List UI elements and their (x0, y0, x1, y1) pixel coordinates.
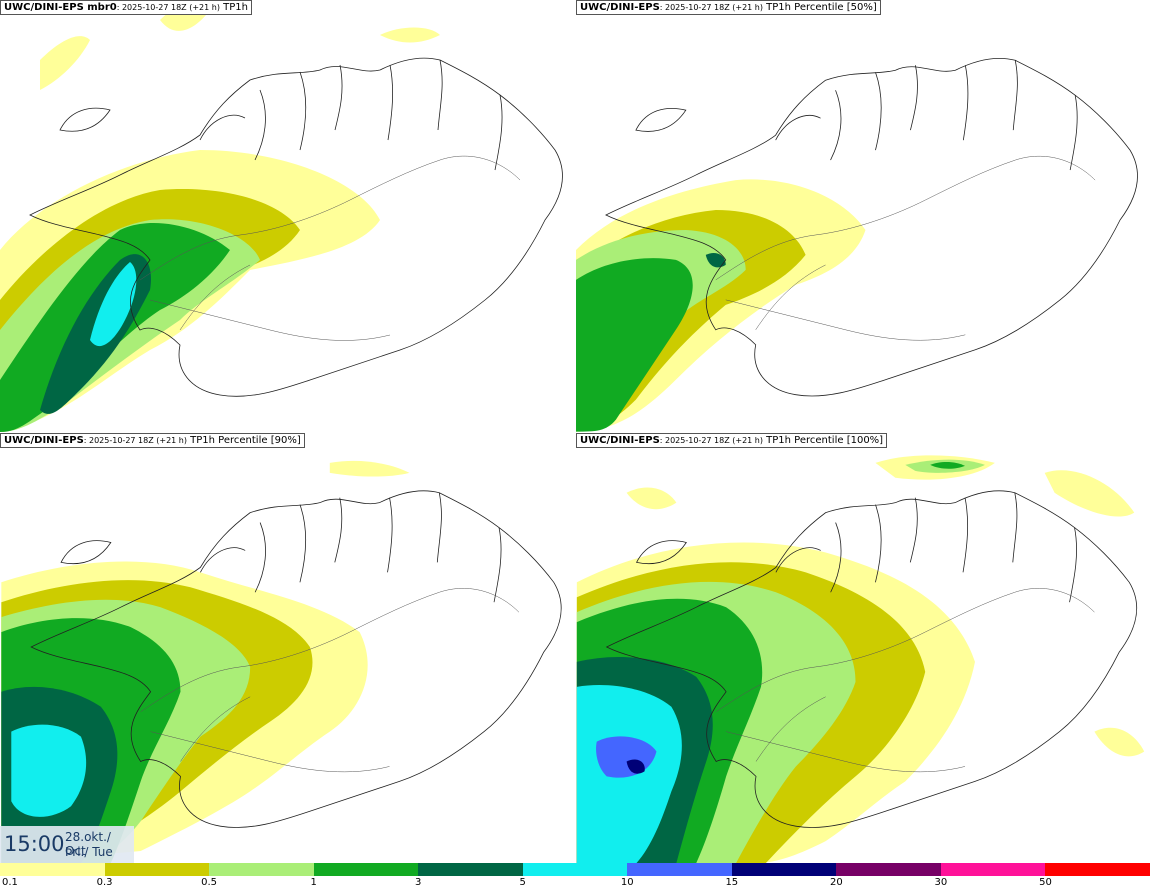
panel-title: UWC/DINI-EPS mbr0: 2025-10-27 18Z (+21 h… (0, 0, 252, 15)
roads (716, 588, 1095, 773)
valid-time-box: 15:00 28.okt./ Oct Þri./ Tue (0, 826, 134, 863)
precipitation-map (1, 460, 562, 863)
colorbar-label: 0.5 (201, 877, 218, 888)
colorbar-segment (104, 863, 210, 876)
valid-time: 15:00 (4, 832, 65, 856)
colorbar-segment (209, 863, 315, 876)
map-panel-p100: UWC/DINI-EPS: 2025-10-27 18Z (+21 h) TP1… (576, 433, 1150, 863)
precip-field (1, 460, 410, 863)
colorbar-segment (522, 863, 628, 876)
roads (715, 155, 1096, 341)
coastline (605, 57, 1138, 397)
map-panel-p90: UWC/DINI-EPS: 2025-10-27 18Z (+21 h) TP1… (0, 433, 575, 863)
panel-title: UWC/DINI-EPS: 2025-10-27 18Z (+21 h) TP1… (576, 433, 888, 448)
colorbar-segment (313, 863, 419, 876)
roads (140, 588, 520, 773)
coastline (30, 490, 562, 828)
colorbar-label: 15 (725, 877, 739, 888)
valid-date: 28.okt./ Oct (65, 830, 111, 858)
colorbar-segment (731, 863, 837, 876)
colorbar-label: 10 (620, 877, 634, 888)
colorbar-labels: 0.1 0.3 0.5 1 3 5 10 15 20 30 50 (0, 876, 1150, 891)
precipitation-map (576, 455, 1145, 863)
precip-colorbar (0, 863, 1150, 876)
colorbar-label: 1 (310, 877, 317, 888)
colorbar-label: 0.3 (96, 877, 113, 888)
valid-day: Þri./ Tue (65, 845, 113, 859)
colorbar-segment (836, 863, 942, 876)
colorbar-label: 30 (934, 877, 948, 888)
colorbar-segment (940, 863, 1046, 876)
precipitation-map (0, 3, 563, 432)
colorbar-segment (418, 863, 524, 876)
colorbar-segment (0, 863, 106, 876)
colorbar-segment (1045, 863, 1150, 876)
map-panel-mbr0: UWC/DINI-EPS mbr0: 2025-10-27 18Z (+21 h… (0, 0, 575, 432)
precip-field (0, 3, 440, 432)
colorbar-label: 3 (414, 877, 422, 888)
colorbar-label: 50 (1039, 877, 1052, 888)
map-panel-p50: UWC/DINI-EPS: 2025-10-27 18Z (+21 h) TP1… (576, 0, 1150, 432)
panel-title: UWC/DINI-EPS: 2025-10-27 18Z (+21 h) TP1… (576, 0, 881, 15)
coastline (29, 57, 563, 397)
colorbar-label: 0.1 (2, 877, 18, 888)
colorbar-label: 5 (519, 877, 526, 888)
precip-field (576, 179, 866, 432)
panel-title: UWC/DINI-EPS: 2025-10-27 18Z (+21 h) TP1… (0, 433, 305, 448)
roads (139, 155, 521, 341)
precip-field (576, 455, 1145, 863)
colorbar-segment (627, 863, 733, 876)
precipitation-map (576, 57, 1138, 432)
colorbar-label: 20 (829, 877, 843, 888)
coastline (605, 490, 1138, 828)
